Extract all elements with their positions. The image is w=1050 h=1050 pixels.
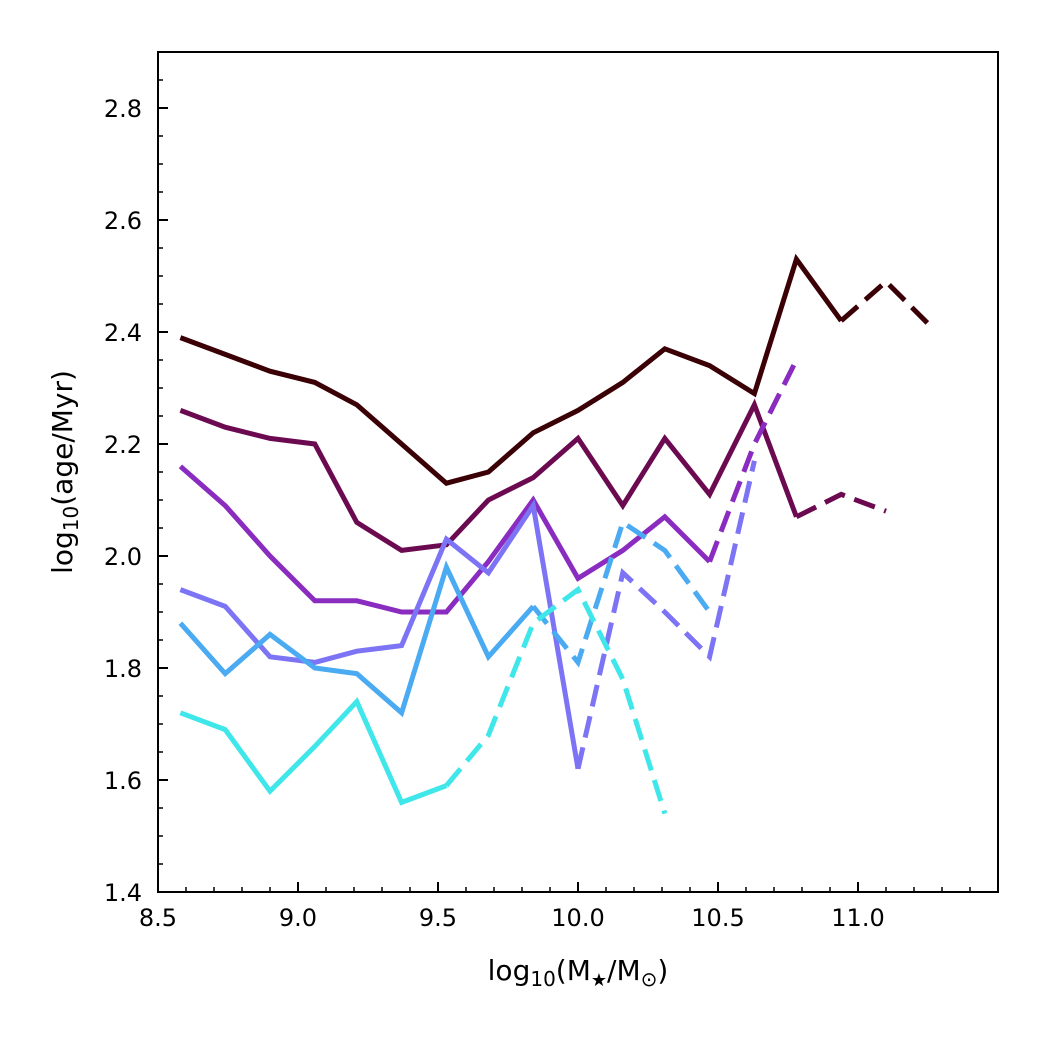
y-tick-label: 2.2 [104,431,142,459]
y-tick-label: 2.4 [104,319,142,347]
series-1-dashed-line [839,278,933,329]
series-4-dashed-line [575,460,757,770]
x-tick-label: 9.5 [419,904,457,932]
series-5 [178,518,712,718]
series-4-solid-line [179,498,581,770]
x-tick-label: 10.5 [691,904,744,932]
series-2 [179,398,887,553]
x-tick-label: 10.0 [551,904,604,932]
series-5-dashed-line [531,518,712,668]
x-tick-label: 8.5 [139,904,177,932]
series-2-dashed-line [795,491,887,520]
x-axis-label: log10(M★/M⊙) [488,954,669,991]
series-2-solid-line [179,398,799,553]
y-tick-label: 1.4 [104,879,142,907]
series-5-solid-line [178,560,536,718]
x-tick-label: 9.0 [279,904,317,932]
ticks-layer: 8.5 9.0 9.5 10.0 10.5 11.0 1.4 1.6 1.8 2.0 2.2 2.4 2… [104,51,971,932]
series-3 [178,358,799,615]
series-layer [178,253,933,815]
y-tick-label: 2.6 [104,207,142,235]
y-tick-label: 2.0 [104,543,142,571]
series-1-solid-line [179,253,844,486]
x-tick-label: 11.0 [831,904,884,932]
y-tick-label: 1.8 [104,655,142,683]
series-3-dashed-line [707,358,799,563]
series-3-solid-line [178,464,712,615]
series-4 [179,460,757,770]
series-6-dashed-line [444,585,668,815]
y-tick-label: 2.8 [104,95,142,123]
series-1 [179,253,933,486]
y-axis-label: log10(age/Myr) [46,370,83,574]
series-6-solid-line [179,697,448,806]
series-6 [179,585,668,815]
y-tick-label: 1.6 [104,767,142,795]
